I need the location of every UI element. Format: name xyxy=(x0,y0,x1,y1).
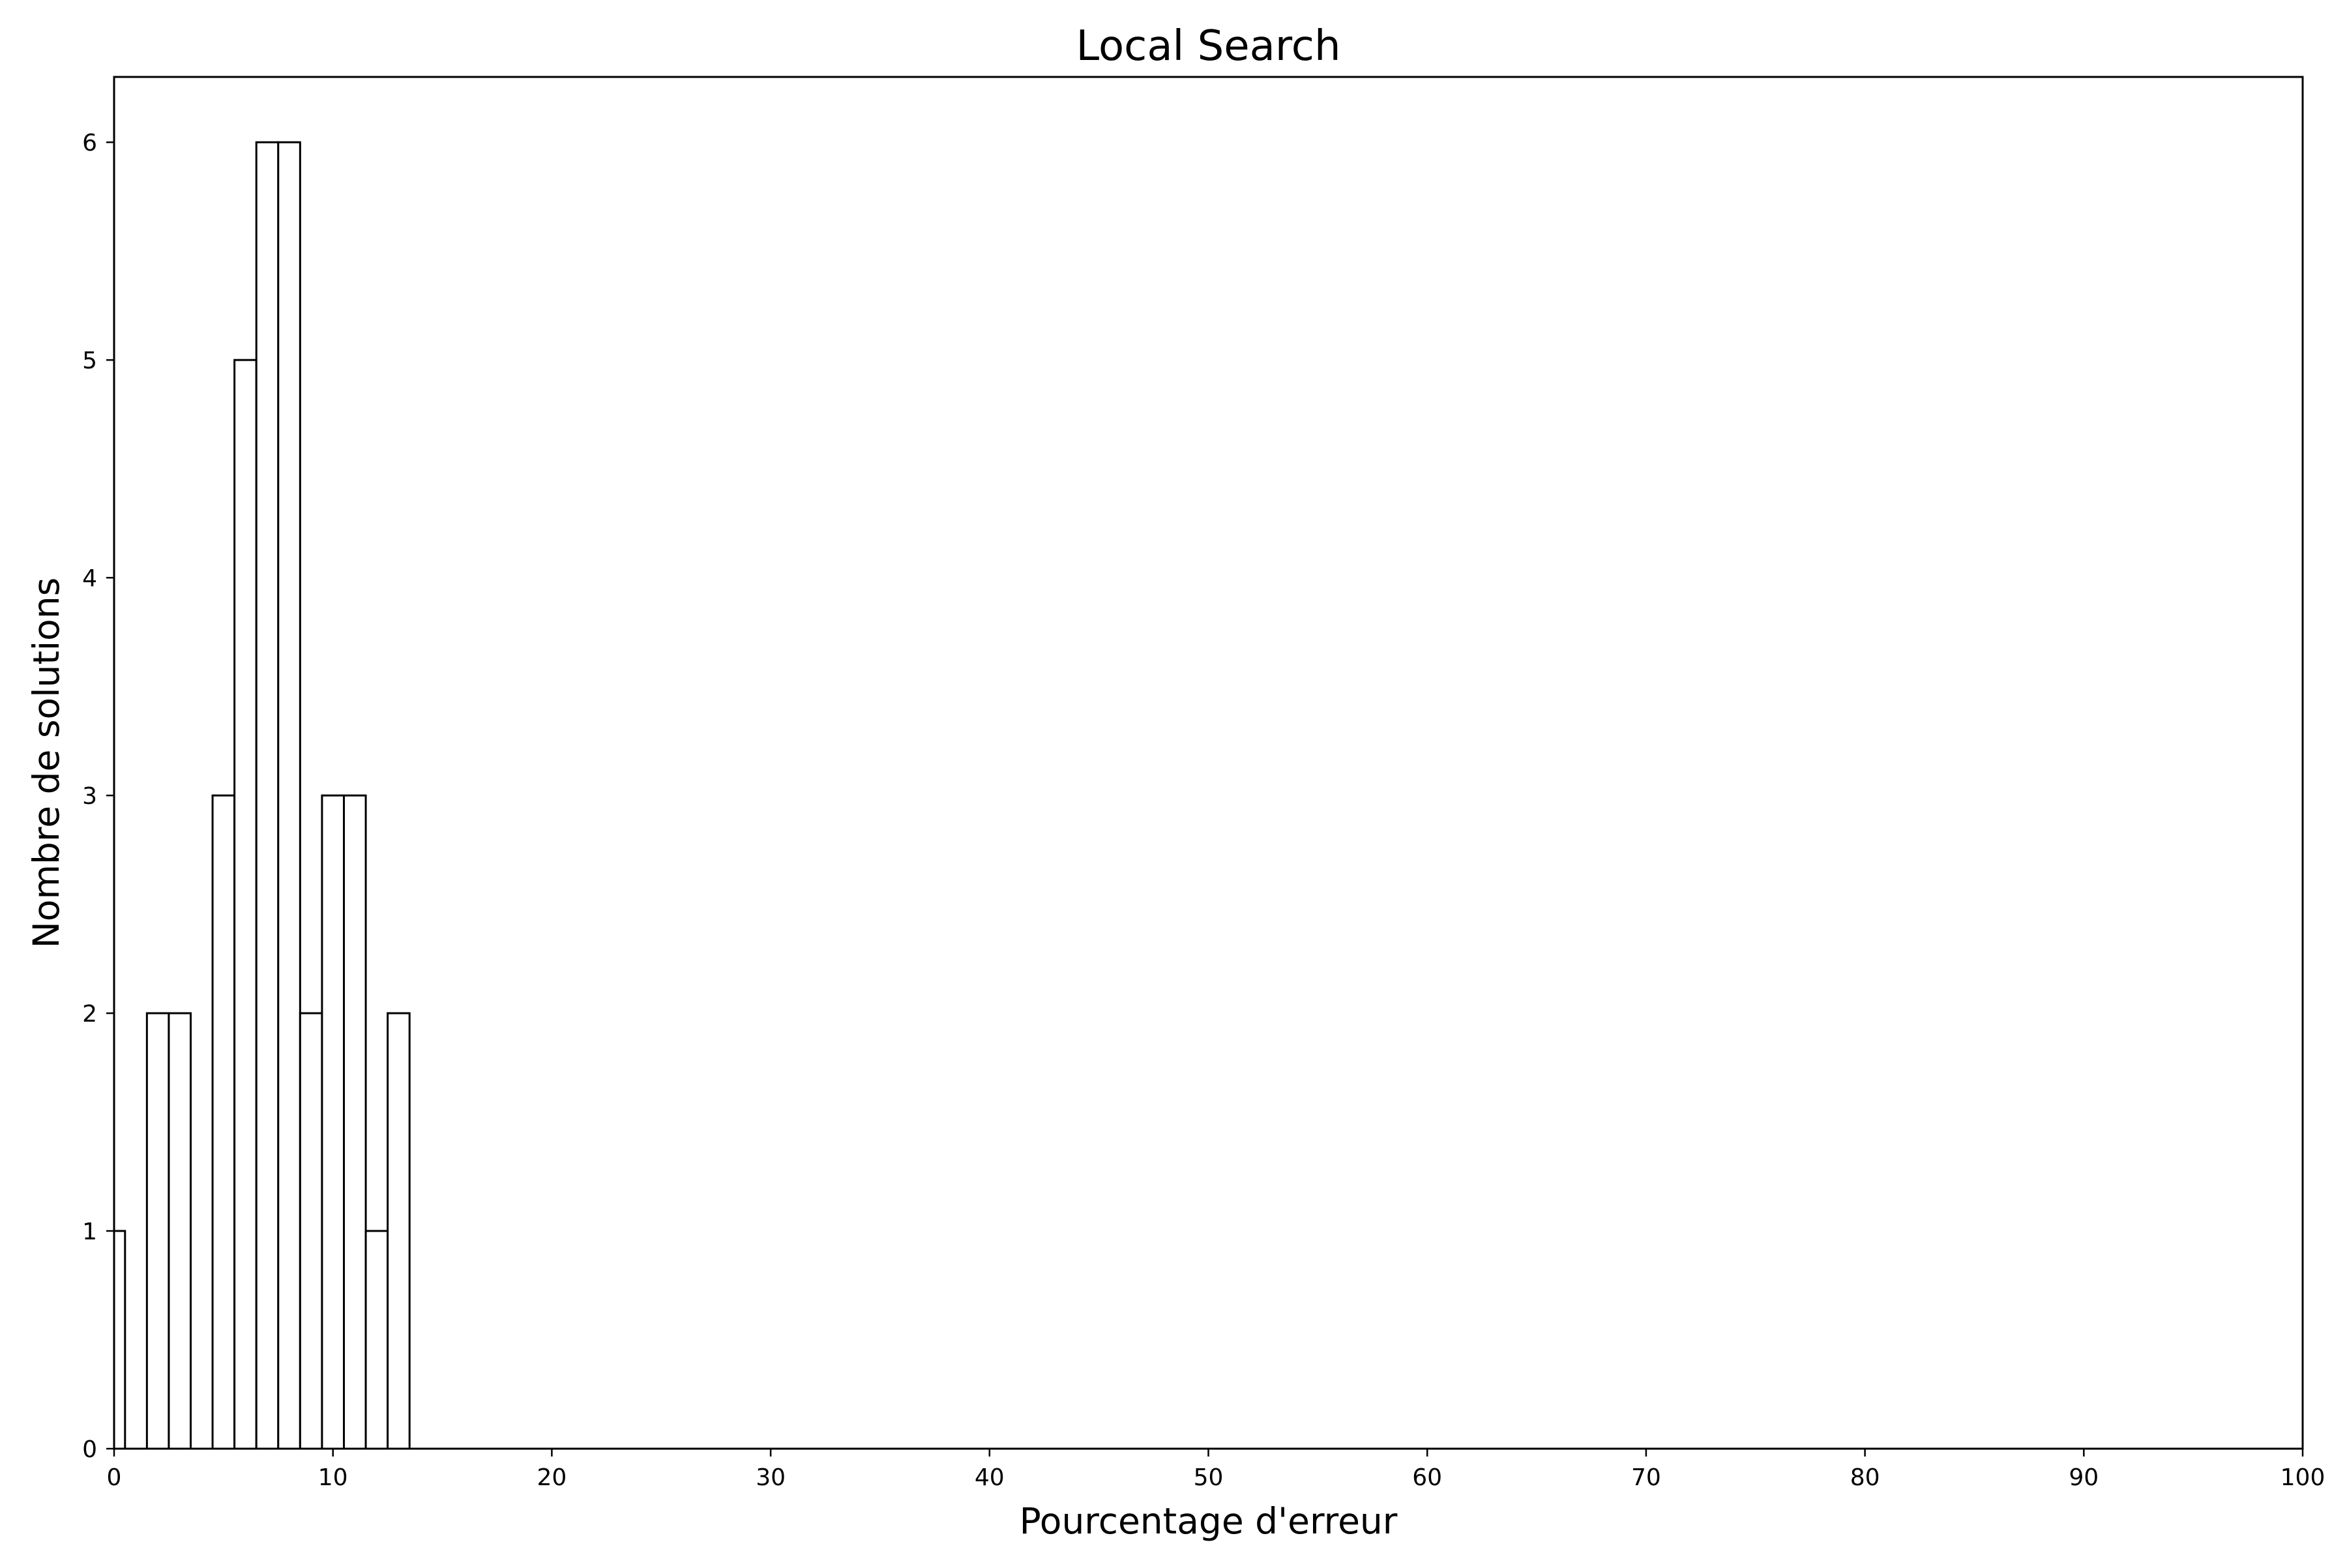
x-tick-label: 60 xyxy=(1412,1464,1442,1491)
histogram-bar-6 xyxy=(277,141,301,1450)
histogram-bar-0 xyxy=(113,1230,126,1450)
y-tick-label: 0 xyxy=(82,1436,97,1463)
histogram-bar-9 xyxy=(342,794,367,1450)
x-tick-label: 20 xyxy=(537,1464,567,1491)
histogram-bar-7 xyxy=(299,1012,323,1450)
x-tick-label: 100 xyxy=(2281,1464,2325,1491)
x-tick-label: 90 xyxy=(2069,1464,2099,1491)
y-tick-label: 6 xyxy=(82,130,97,156)
x-axis-label: Pourcentage d'erreur xyxy=(1020,1500,1398,1542)
y-tick-label: 1 xyxy=(82,1219,97,1245)
bars-layer xyxy=(113,141,411,1450)
chart-title: Local Search xyxy=(1076,22,1340,70)
histogram-bar-5 xyxy=(255,141,280,1450)
x-tick-label: 70 xyxy=(1631,1464,1661,1491)
histogram-bar-3 xyxy=(211,794,236,1450)
histogram-bar-2 xyxy=(168,1012,192,1450)
x-tick-label: 50 xyxy=(1194,1464,1224,1491)
y-tick-label: 5 xyxy=(82,348,97,374)
histogram-bar-10 xyxy=(364,1230,389,1450)
y-tick-label: 3 xyxy=(82,783,97,810)
ticks-layer: 0 10 20 30 40 50 60 70 80 90 100 0 1 2 3 4 5 6 xyxy=(82,130,2325,1491)
x-tick-label: 0 xyxy=(107,1464,122,1491)
x-tick-label: 40 xyxy=(975,1464,1005,1491)
y-axis-label: Nombre de solutions xyxy=(25,578,67,949)
histogram-bar-1 xyxy=(145,1012,170,1450)
plot-frame xyxy=(113,76,2304,1450)
x-tick-label: 30 xyxy=(756,1464,786,1491)
y-tick-label: 2 xyxy=(82,1001,97,1028)
x-tick-label: 10 xyxy=(318,1464,348,1491)
x-tick-label: 80 xyxy=(1850,1464,1880,1491)
histogram-bar-11 xyxy=(387,1012,411,1450)
y-tick-label: 4 xyxy=(82,565,97,592)
histogram-bar-8 xyxy=(321,794,345,1450)
histogram-bar-4 xyxy=(233,359,258,1450)
